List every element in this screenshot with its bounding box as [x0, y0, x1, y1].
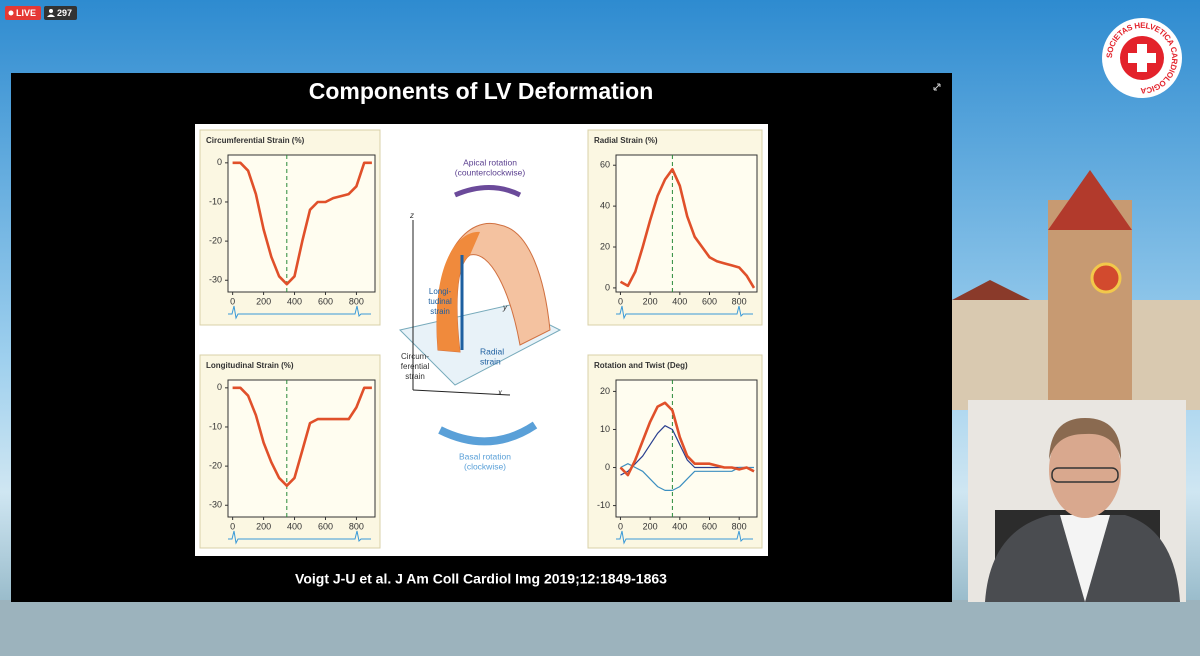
x-tick-label: 0 — [230, 296, 235, 306]
x-tick-label: 800 — [349, 521, 364, 531]
diagram-label: strain — [480, 356, 501, 366]
diagram-label: Circum- — [401, 352, 429, 361]
x-tick-label: 200 — [256, 296, 271, 306]
x-tick-label: 0 — [230, 521, 235, 531]
axis-letter: z — [409, 211, 414, 220]
x-tick-label: 400 — [287, 296, 302, 306]
chart: Rotation and Twist (Deg) 20 10 0 -10 0 200 400 6… — [587, 354, 763, 549]
curve — [619, 168, 756, 289]
town — [0, 170, 1200, 656]
y-tick-label: 20 — [600, 241, 610, 251]
y-tick-label: 0 — [605, 462, 610, 472]
citation: Voigt J-U et al. J Am Coll Cardiol Img 2… — [295, 571, 667, 587]
diagram-label: tudinal — [428, 297, 452, 306]
y-tick-label: -30 — [209, 500, 222, 510]
chart-title: Radial Strain (%) — [594, 136, 658, 145]
x-tick-label: 200 — [643, 521, 658, 531]
plot-area — [227, 379, 376, 518]
diagram-label: (counterclockwise) — [455, 167, 526, 177]
viewer-count: 297 — [57, 8, 72, 18]
logo: SOCIETAS HELVETICA CARDIOLOGICA — [1102, 18, 1182, 98]
diagram-label: Basal rotation — [459, 451, 511, 461]
y-tick-label: 60 — [600, 160, 610, 170]
plot-area — [615, 379, 758, 518]
diagram-label: Radial — [480, 346, 504, 356]
diagram-label: strain — [405, 372, 425, 381]
y-tick-label: 40 — [600, 200, 610, 210]
y-tick-label: -10 — [597, 500, 610, 510]
chart-title: Rotation and Twist (Deg) — [594, 361, 688, 370]
y-tick-label: -20 — [209, 235, 222, 245]
x-tick-label: 0 — [618, 521, 623, 531]
y-tick-label: 0 — [217, 157, 222, 167]
head — [1049, 422, 1121, 518]
x-tick-label: 600 — [318, 521, 333, 531]
diagram-label: (clockwise) — [464, 461, 506, 471]
diagram-label: strain — [430, 307, 450, 316]
diagram-label: Longi- — [429, 287, 452, 296]
x-tick-label: 200 — [643, 296, 658, 306]
expand-icon[interactable] — [933, 83, 941, 91]
x-tick-label: 400 — [672, 521, 687, 531]
axis-letter: y — [502, 303, 508, 312]
plot-area — [227, 154, 376, 293]
y-tick-label: -10 — [209, 421, 222, 431]
y-tick-label: 20 — [600, 386, 610, 396]
diagram-label: ferential — [401, 362, 430, 371]
curve — [232, 386, 372, 487]
live-label: LIVE — [16, 8, 36, 18]
hair — [1049, 418, 1122, 460]
y-tick-label: -30 — [209, 275, 222, 285]
ecg-trace — [616, 305, 753, 320]
curve — [619, 401, 755, 477]
curve — [620, 463, 754, 491]
x-tick-label: 600 — [702, 296, 717, 306]
chart: Longitudinal Strain (%) 0 -10 -20 -30 0 200 400… — [199, 354, 381, 549]
chart-title: Circumferential Strain (%) — [206, 136, 305, 145]
curve — [232, 161, 372, 286]
shirt — [1060, 515, 1110, 602]
x-tick-label: 800 — [732, 296, 747, 306]
axis-letter: x — [497, 388, 503, 397]
y-tick-label: -10 — [209, 196, 222, 206]
glasses — [1051, 467, 1119, 483]
webcam — [968, 400, 1186, 602]
live-badge: LIVE 297 — [5, 6, 77, 20]
chart-title: Longitudinal Strain (%) — [206, 361, 294, 370]
ecg-trace — [616, 530, 753, 545]
diagram-label: Apical rotation — [463, 157, 517, 167]
x-tick-label: 400 — [672, 296, 687, 306]
y-tick-label: -20 — [209, 460, 222, 470]
x-tick-label: 800 — [349, 296, 364, 306]
y-tick-label: 10 — [600, 424, 610, 434]
x-tick-label: 400 — [287, 521, 302, 531]
chart: Circumferential Strain (%) 0 -10 -20 -30 0 200… — [199, 129, 381, 326]
ecg-trace — [228, 305, 371, 320]
x-tick-label: 800 — [732, 521, 747, 531]
slide-title: Components of LV Deformation — [309, 78, 654, 104]
x-tick-label: 600 — [318, 296, 333, 306]
y-tick-label: 0 — [217, 382, 222, 392]
heart-diagram — [399, 185, 562, 446]
x-tick-label: 0 — [618, 296, 623, 306]
ecg-trace — [228, 530, 371, 545]
plot-area — [615, 154, 758, 293]
x-tick-label: 200 — [256, 521, 271, 531]
x-tick-label: 600 — [702, 521, 717, 531]
y-tick-label: 0 — [605, 282, 610, 292]
